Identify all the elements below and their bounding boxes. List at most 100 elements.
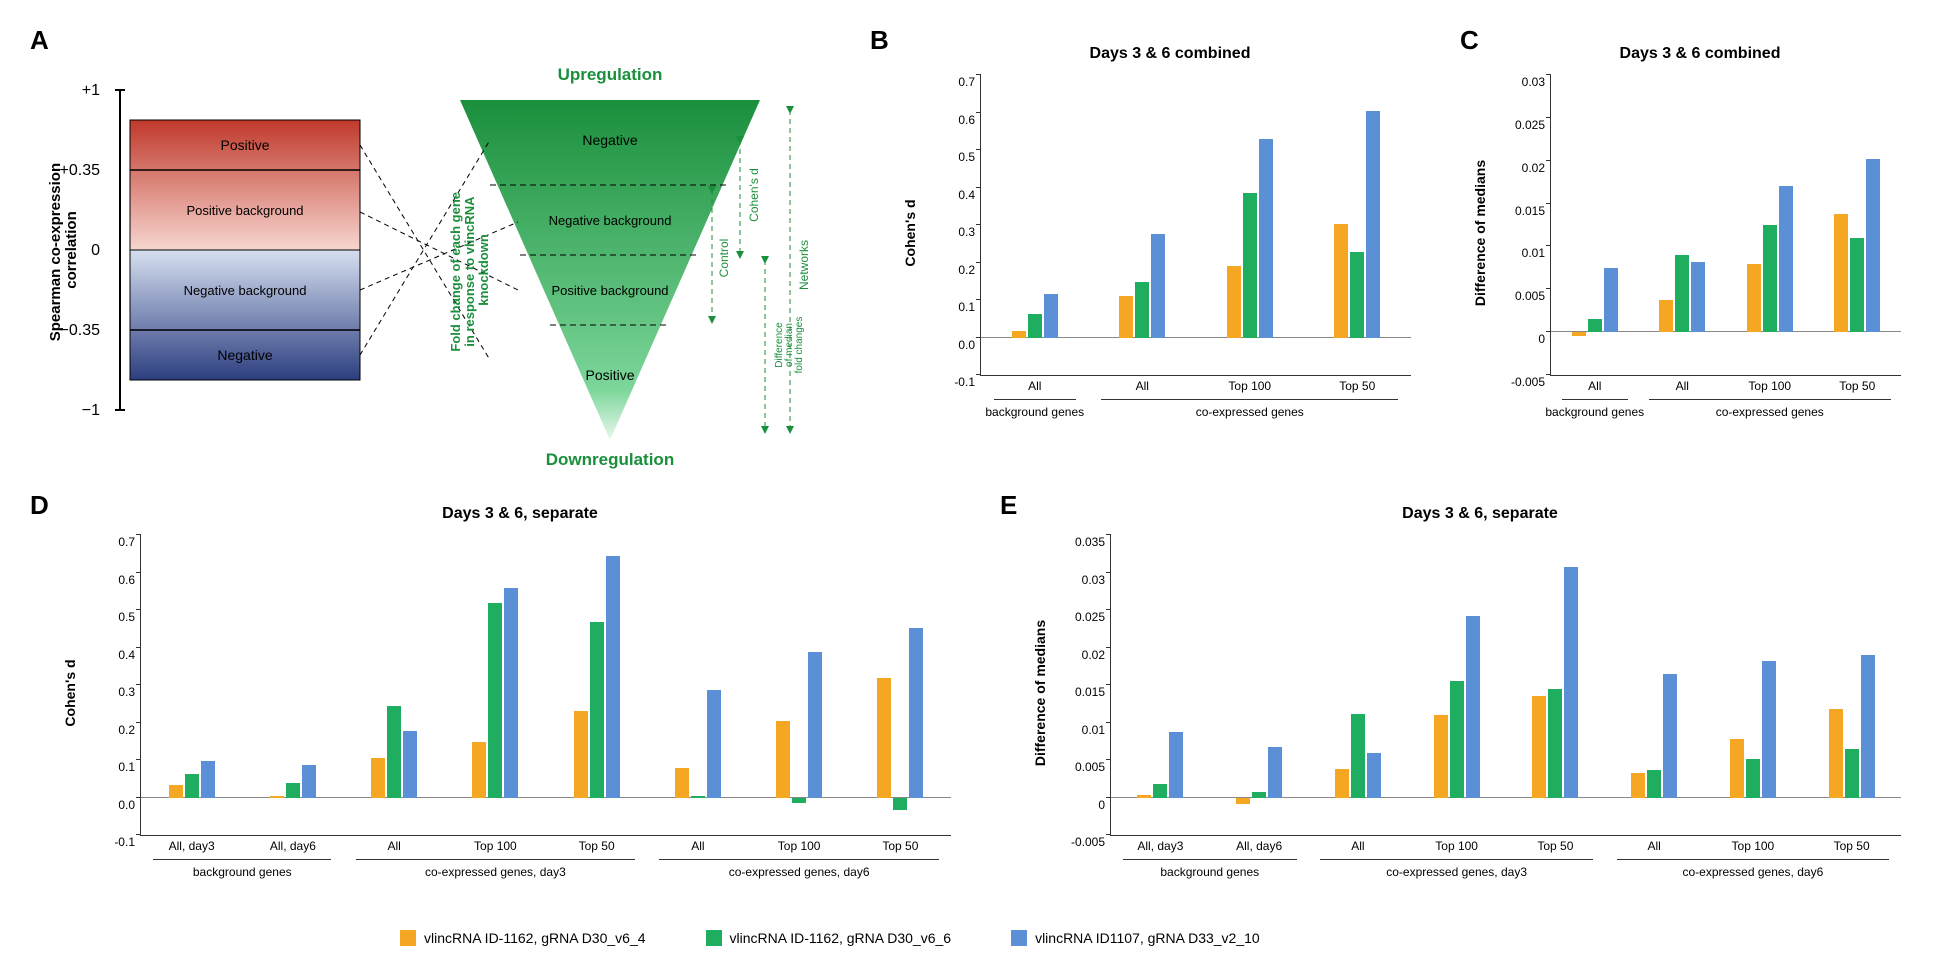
y-tick: 0.0 <box>118 798 141 812</box>
bar <box>808 652 822 798</box>
bar <box>1564 567 1578 798</box>
bar <box>1834 214 1848 332</box>
legend-swatch-1 <box>400 930 416 946</box>
bar <box>707 690 721 798</box>
bar <box>1243 193 1257 337</box>
bar <box>1236 798 1250 804</box>
bar <box>1647 770 1661 798</box>
y-tick: 0.4 <box>118 648 141 662</box>
bar <box>1779 186 1793 332</box>
y-tick: 0.025 <box>1515 118 1551 132</box>
bar <box>1675 255 1689 332</box>
panel-d-chart: Days 3 & 6, separateCohen's d-0.10.00.10… <box>80 505 960 905</box>
svg-text:Negative background: Negative background <box>184 283 307 298</box>
bar <box>1137 795 1151 797</box>
x-tick-label: All <box>1676 375 1689 393</box>
svg-text:Differenceof medianfold change: Differenceof medianfold changes <box>774 317 805 374</box>
x-group-label: co-expressed genes, day3 <box>425 865 566 879</box>
bar <box>1450 681 1464 797</box>
y-axis-label: Difference of medians <box>1032 593 1048 793</box>
x-tick-label: Top 100 <box>1732 835 1775 853</box>
y-tick: 0.7 <box>958 75 981 89</box>
bar <box>1746 759 1760 798</box>
y-tick: 0.005 <box>1515 289 1551 303</box>
legend-label-2: vlincRNA ID-1162, gRNA D30_v6_6 <box>730 930 952 946</box>
bar <box>675 768 689 798</box>
svg-text:−1: −1 <box>82 402 100 419</box>
y-tick: 0.5 <box>958 150 981 164</box>
x-tick-label: Top 50 <box>579 835 615 853</box>
panel-label-e: E <box>1000 490 1017 521</box>
legend-label-1: vlincRNA ID-1162, gRNA D30_v6_4 <box>424 930 646 946</box>
chart-title: Days 3 & 6 combined <box>1490 45 1910 63</box>
y-axis-label: Cohen's d <box>62 593 78 793</box>
legend-item-3: vlincRNA ID1107, gRNA D33_v2_10 <box>1011 930 1260 946</box>
x-tick-label: Top 50 <box>1839 375 1875 393</box>
x-group-label: background genes <box>1545 405 1644 419</box>
bar <box>877 678 891 797</box>
bar <box>1259 139 1273 338</box>
plot-area: -0.00500.0050.010.0150.020.0250.03AllAll… <box>1550 75 1901 376</box>
svg-text:Positive: Positive <box>585 367 634 383</box>
bar <box>1268 747 1282 798</box>
x-tick-label: All <box>1351 835 1364 853</box>
svg-text:Negative background: Negative background <box>549 213 672 228</box>
x-group-label: background genes <box>985 405 1084 419</box>
x-group-label: background genes <box>193 865 292 879</box>
svg-text:Negative: Negative <box>217 347 272 363</box>
x-group-label: co-expressed genes, day3 <box>1386 865 1527 879</box>
chart-title: Days 3 & 6, separate <box>1050 505 1910 523</box>
x-tick-label: Top 50 <box>882 835 918 853</box>
panel-label-d: D <box>30 490 49 521</box>
x-tick-label: Top 50 <box>1537 835 1573 853</box>
legend-item-2: vlincRNA ID-1162, gRNA D30_v6_6 <box>706 930 952 946</box>
bar <box>387 706 401 797</box>
y-tick: 0.015 <box>1515 204 1551 218</box>
bar <box>1335 769 1349 798</box>
svg-text:Downregulation: Downregulation <box>546 450 674 469</box>
bar <box>504 588 518 797</box>
bar <box>1747 264 1761 333</box>
y-tick: 0.4 <box>958 188 981 202</box>
y-tick: 0.005 <box>1075 760 1111 774</box>
svg-text:+0.35: +0.35 <box>60 162 101 179</box>
bar <box>1434 715 1448 798</box>
x-group-label: co-expressed genes <box>1196 405 1304 419</box>
bar <box>1466 616 1480 798</box>
bar <box>1548 689 1562 798</box>
y-tick: 0.0 <box>958 338 981 352</box>
x-tick-label: All, day3 <box>1137 835 1183 853</box>
x-tick-label: All, day6 <box>270 835 316 853</box>
y-tick: 0.1 <box>958 300 981 314</box>
bar <box>1659 300 1673 333</box>
legend-item-1: vlincRNA ID-1162, gRNA D30_v6_4 <box>400 930 646 946</box>
bar <box>606 556 620 798</box>
svg-text:Cohen's d: Cohen's d <box>747 168 761 222</box>
bar <box>1119 296 1133 337</box>
bar <box>776 721 790 798</box>
bar <box>1367 753 1381 798</box>
bar <box>286 783 300 798</box>
bar <box>792 798 806 804</box>
bar <box>1663 674 1677 798</box>
bar <box>472 742 486 798</box>
bar <box>1850 238 1864 332</box>
bar <box>488 603 502 797</box>
bar <box>1604 268 1618 332</box>
bar <box>1730 739 1744 798</box>
y-tick: 0.3 <box>958 225 981 239</box>
svg-text:Positive background: Positive background <box>186 203 303 218</box>
bar <box>1151 234 1165 337</box>
x-tick-label: All, day3 <box>169 835 215 853</box>
bar <box>1763 225 1777 332</box>
y-tick: 0.7 <box>118 535 141 549</box>
x-group-label: background genes <box>1160 865 1259 879</box>
bar <box>1588 319 1602 332</box>
y-tick: -0.005 <box>1071 835 1111 849</box>
y-axis-label: Cohen's d <box>902 133 918 333</box>
legend: vlincRNA ID-1162, gRNA D30_v6_4 vlincRNA… <box>400 930 1260 946</box>
y-tick: -0.1 <box>114 835 141 849</box>
x-tick-label: All <box>691 835 704 853</box>
y-tick: 0 <box>1098 798 1111 812</box>
y-tick: 0.2 <box>958 263 981 277</box>
